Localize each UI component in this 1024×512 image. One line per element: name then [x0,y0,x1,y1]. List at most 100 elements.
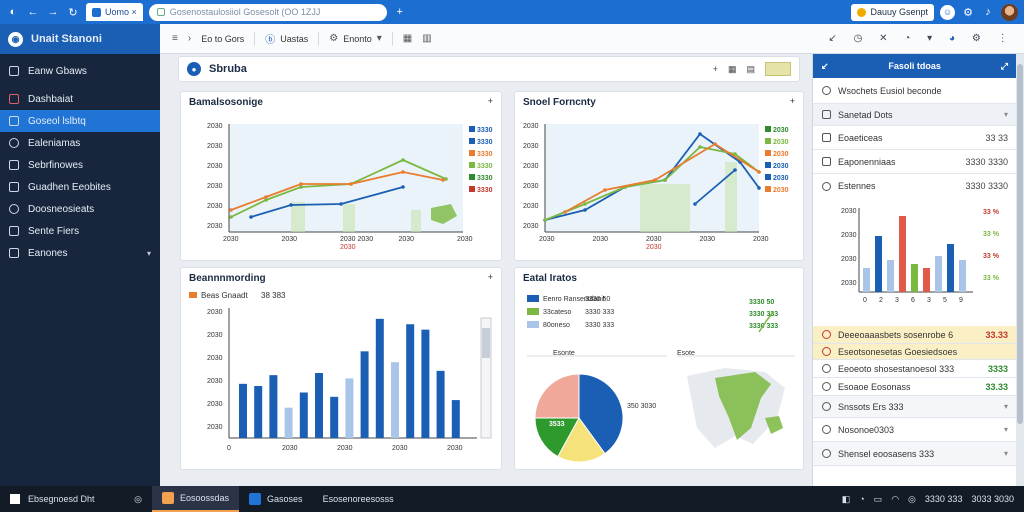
card-menu-icon[interactable]: + [487,96,493,106]
status-row-1[interactable]: Eseotsonesetas Goesiedsoes [813,344,1017,360]
series-line [694,169,736,205]
reload-icon[interactable]: ↻ [68,6,78,19]
panel-row-1[interactable]: Sanetad Dots ▾ [813,104,1017,126]
taskbar-app-1[interactable]: Gasoses [239,486,313,512]
mute-icon[interactable]: ✕ [879,33,888,44]
battery-icon[interactable]: ▭ [873,493,883,504]
chart-scrollbar [480,317,492,439]
pin-icon[interactable]: ↙ [828,33,837,44]
new-tab-button[interactable]: + [396,6,403,18]
sidebar-item-2[interactable]: Goseol lslbtq [0,110,160,132]
taskbar-app-label: Gasoses [267,494,303,504]
panel-row-3[interactable]: Eaponenniaas 3330 3330 [813,150,1017,174]
bell-icon[interactable]: ♪ [985,6,991,18]
bar [935,256,942,292]
wifi-icon[interactable]: ◠ [891,493,900,504]
expand-icon[interactable]: ⤢ [1000,60,1008,71]
address-bar[interactable]: Gosenostaulosiiol Gosesolt (OO 1ZJJ [148,3,387,21]
user-avatar[interactable] [1001,3,1018,21]
sync-icon[interactable]: ◎ [908,493,916,504]
status-row-5[interactable]: Nosonoe0303 ▾ [813,418,1017,442]
highlight-band [725,162,737,232]
apps-icon [9,248,19,258]
status-row-6[interactable]: Shensel eoosasens 333 ▾ [813,442,1017,466]
sidebar-item-1[interactable]: Dashbaiat [0,88,160,110]
legend-swatch [469,162,475,168]
toolbar-item-status[interactable]: ⓑ Uastas [265,31,308,47]
more-icon[interactable]: ⋮ [997,33,1008,44]
panel-arrow-icon[interactable]: ↙ [821,60,829,71]
legend-swatch [765,138,771,144]
search-icon[interactable]: ◎ [134,493,142,504]
panel-row-4[interactable]: Estennes 3330 3330 [813,174,1017,198]
back-icon[interactable]: ← [27,6,39,18]
legend-value: 3330 333 [585,322,614,329]
sidebar-item-0[interactable]: Eanw Gbaws [0,60,160,82]
dropdown-icon[interactable]: ▾ [927,33,933,44]
settings-icon[interactable]: ⚙ [963,6,973,19]
toolbar-item-dropdown[interactable]: ⚙ Enonto ▾ [329,33,382,44]
toolbar-item-goto[interactable]: Eo to Gors [201,34,244,44]
sidebar-item-5[interactable]: Guadhen Eeobites [0,176,160,198]
status-row-value: 33.33 [985,381,1008,392]
taskbar-app-0[interactable]: Eosoossdas [152,486,240,512]
table-icon[interactable]: ▤ [746,63,755,74]
network-icon[interactable]: ◧ [841,493,851,504]
sidebar-item-7[interactable]: Sente Fiers [0,220,160,242]
page-header: ● Sbruba + ▦ ▤ [178,56,800,82]
sidebar-item-4[interactable]: Sebrfinowes [0,154,160,176]
sidebar-item-8[interactable]: Eanones ▾ [0,242,160,264]
sidebar-brand[interactable]: ◉ Unait Stanoni [0,24,160,54]
status-row-2[interactable]: Eeoeoto shosestanoesol 333 3333 [813,360,1017,378]
panel-row-0[interactable]: Wsochets Eusiol beconde [813,78,1017,104]
profile-chip[interactable]: Dauuy Gsenpt [851,3,934,21]
card-menu-icon[interactable]: + [789,96,795,106]
card-menu-icon[interactable]: + [487,272,493,282]
gear-icon: ⚙ [329,33,339,44]
data-point [401,185,405,189]
grid-icon[interactable]: ▦ [727,63,737,74]
profile-icon [857,7,867,17]
taskbar-app-2[interactable]: Esosenoreesosss [313,486,404,512]
sidebar-item-6[interactable]: Doosneosieats [0,198,160,220]
chevron-down-icon: ▾ [1003,449,1008,458]
warning-icon [822,347,831,356]
start-button[interactable]: Ebsegnoesd Dht ◎ [0,494,152,505]
page-title: Sbruba [209,63,247,75]
forward-icon[interactable]: → [47,6,59,18]
x-tick-label: 2030 [447,445,463,452]
start-label: Ebsegnoesd Dht [28,494,95,504]
volume-icon[interactable]: ◔ [859,494,865,504]
notification-icon[interactable]: ◕ [948,33,956,44]
sidebar: ◉ Unait Stanoni Eanw Gbaws Dashbaiat Gos… [0,24,160,486]
emoji-icon[interactable]: ☺ [940,4,955,20]
browser-tab[interactable]: Uomo × [86,3,143,21]
thumbnail-preview[interactable] [765,62,791,76]
status-row-0[interactable]: Deeeoaaasbets sosenrobe 6 33.33 [813,326,1017,344]
panel-row-value: 3330 3330 [965,181,1008,191]
sidebar-item-3[interactable]: Ealeniamas [0,132,160,154]
data-point [757,186,761,190]
scrollbar-thumb[interactable] [1017,64,1023,424]
chevron-right-icon[interactable]: › [187,33,192,44]
windows-icon [10,494,20,504]
menu-icon[interactable]: ≡ [172,33,178,44]
add-icon[interactable]: + [712,64,718,74]
panel-row-2[interactable]: Eoaeticeas 33 33 [813,126,1017,150]
vertical-scrollbar[interactable] [1016,54,1024,486]
system-tray: ◧ ◔ ▭ ◠ ◎ 3330 333 3033 3030 [832,494,1024,505]
pie-section-label: Esonte [553,350,575,357]
chart-card-bar: Beannnmording + Beas Gnaadt 38 383 2030 203… [180,267,502,470]
clock-icon [822,181,831,191]
table-icon[interactable]: ▦ [402,33,413,44]
status-row-3[interactable]: Esoaoe Eosonass 33.33 [813,378,1017,396]
data-point [563,210,567,214]
sync-icon[interactable]: ◔ [904,33,911,44]
info-icon: ⓑ [265,35,276,46]
chevron-down-icon[interactable]: ▾ [146,248,151,258]
grid-icon[interactable]: ▥ [422,33,432,44]
settings-icon[interactable]: ⚙ [971,33,981,44]
legend-label: Eenro Ransentdanit [543,296,605,303]
clock-icon[interactable]: ◷ [853,33,863,44]
status-row-4[interactable]: Snssots Ers 333 ▾ [813,396,1017,418]
